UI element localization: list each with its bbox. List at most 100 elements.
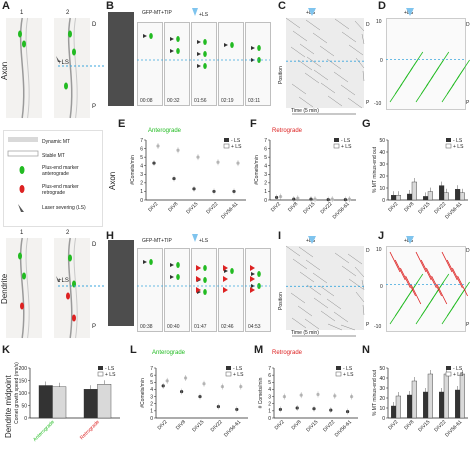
l-legend-plus: + LS: [233, 372, 244, 378]
i-streak: [354, 266, 365, 278]
j-trace-retro: [394, 259, 406, 281]
i-streak: [291, 317, 307, 329]
axon-label-1: 1: [20, 10, 24, 16]
l-header: Anterograde: [152, 350, 186, 356]
n-bar: [391, 405, 397, 419]
b-comet-antero: [257, 45, 261, 51]
j-trace-retro: [400, 267, 411, 289]
h-comet-antero: [203, 277, 207, 283]
n-y-tick-label: 20: [379, 396, 385, 402]
c-streak: [298, 96, 314, 108]
k-y-label: Comet growth speed (nm/s): [14, 362, 20, 424]
d-trace-antero: [436, 51, 450, 71]
h-retro-arrow: [223, 276, 228, 282]
f-legend-swatch-plus: [333, 143, 340, 149]
f-y-tick-label: 5: [264, 155, 267, 161]
b-timestamp-2: 00:32: [167, 98, 180, 104]
i-streak: [320, 310, 336, 322]
j-tick-minus10: -10: [374, 324, 382, 330]
c-streak: [290, 46, 306, 58]
axon-2-stable-mt: [73, 17, 78, 119]
c-streak: [320, 82, 336, 94]
l-y-label: #Comets/min: [140, 378, 146, 408]
n-legend-plus: + LS: [453, 372, 464, 378]
i-ls-arrow: [308, 236, 316, 244]
b-comet-antero: [203, 39, 207, 45]
d-ls-arrow: [406, 8, 414, 16]
c-streak: [326, 58, 342, 70]
k-y-tick-label: 50: [21, 403, 27, 409]
j-trace-antero: [436, 273, 450, 293]
panel-letter-c: C: [278, 0, 286, 12]
c-label-p: P: [366, 100, 370, 106]
h-timestamp-5: 04:53: [248, 324, 261, 330]
l-legend-swatch-minus: [226, 366, 231, 370]
m-y-tick-label: 7: [268, 366, 271, 372]
c-streak: [347, 97, 363, 109]
panel-letter-g: G: [362, 118, 371, 130]
b-frame-5: 03:11: [245, 22, 271, 106]
f-x-tick-label: DIV8: [287, 201, 299, 213]
e-y-tick-label: 1: [140, 189, 143, 195]
g-bar: [391, 194, 397, 201]
h-arrowhead: [143, 260, 147, 264]
k-bar: [38, 385, 53, 419]
e-y-tick-label: 6: [140, 146, 143, 152]
f-x-tick-label: DIV15: [302, 201, 316, 215]
e-legend-swatch-plus: [223, 143, 230, 149]
g-x-tick-label: DIV56-61: [444, 201, 463, 220]
c-streak: [306, 56, 322, 68]
i-streak: [347, 253, 363, 265]
dendrite-label-2: 2: [66, 230, 70, 236]
axon-comet-antero: [72, 48, 76, 56]
n-x-tick-label: DIV8: [403, 419, 415, 431]
l-x-tick-label: DIV15: [191, 419, 205, 433]
l-y-tick-label: 0: [150, 416, 153, 422]
legend-plus-end-antero: Plus-end marker anterograde: [42, 165, 79, 177]
legend-box: [3, 130, 103, 227]
n-bar: [411, 380, 418, 419]
e-legend-plus: + LS: [231, 144, 242, 150]
n-bar: [459, 373, 466, 419]
e-y-tick-label: 2: [140, 181, 143, 187]
c-streak: [313, 69, 329, 81]
k-y-tick-label: 200: [19, 366, 28, 372]
i-streak: [327, 323, 343, 331]
dend-comet-antero: [22, 272, 26, 280]
i-label-d: D: [366, 248, 370, 254]
i-streak: [304, 318, 320, 330]
dend-comet-retro: [72, 314, 76, 322]
f-y-label: #Comets/min: [254, 155, 260, 185]
m-y-tick-label: 2: [268, 402, 271, 408]
c-ls-arrow: [308, 8, 316, 16]
k-x-tick-label: Retrograde: [79, 419, 101, 441]
m-y-label: # Comets/min: [258, 377, 264, 408]
f-y-tick-label: 4: [264, 164, 267, 170]
n-bar: [427, 373, 434, 419]
panel-letter-n: N: [362, 344, 370, 356]
m-legend-minus: - LS: [343, 366, 353, 372]
b-comet-antero: [203, 63, 207, 69]
b-frame-3: 01:56: [191, 22, 217, 106]
legend-antero-swatch: [19, 166, 25, 174]
f-legend-minus: - LS: [341, 138, 351, 144]
g-bar: [395, 194, 402, 201]
d-trace-antero: [457, 59, 470, 79]
axon-laser-icon: [56, 56, 60, 62]
h-comet-antero: [176, 274, 180, 280]
axon-label-d: D: [92, 22, 97, 28]
i-streak: [292, 258, 308, 270]
f-legend-swatch-minus: [334, 138, 339, 142]
h-comet-antero: [176, 262, 180, 268]
dend-comet-antero: [68, 254, 72, 262]
h-retro-arrow: [196, 287, 201, 293]
h-arrowhead: [170, 275, 174, 279]
b-arrowhead: [224, 43, 228, 47]
c-streak: [361, 33, 365, 45]
j-trace-antero: [410, 273, 424, 293]
m-y-tick-label: 0: [268, 416, 271, 422]
axon-comet-antero: [64, 82, 68, 90]
dendrite-overview-image: [108, 240, 134, 326]
c-kymograph: [286, 18, 364, 108]
e-y-tick-label: 4: [140, 164, 143, 170]
